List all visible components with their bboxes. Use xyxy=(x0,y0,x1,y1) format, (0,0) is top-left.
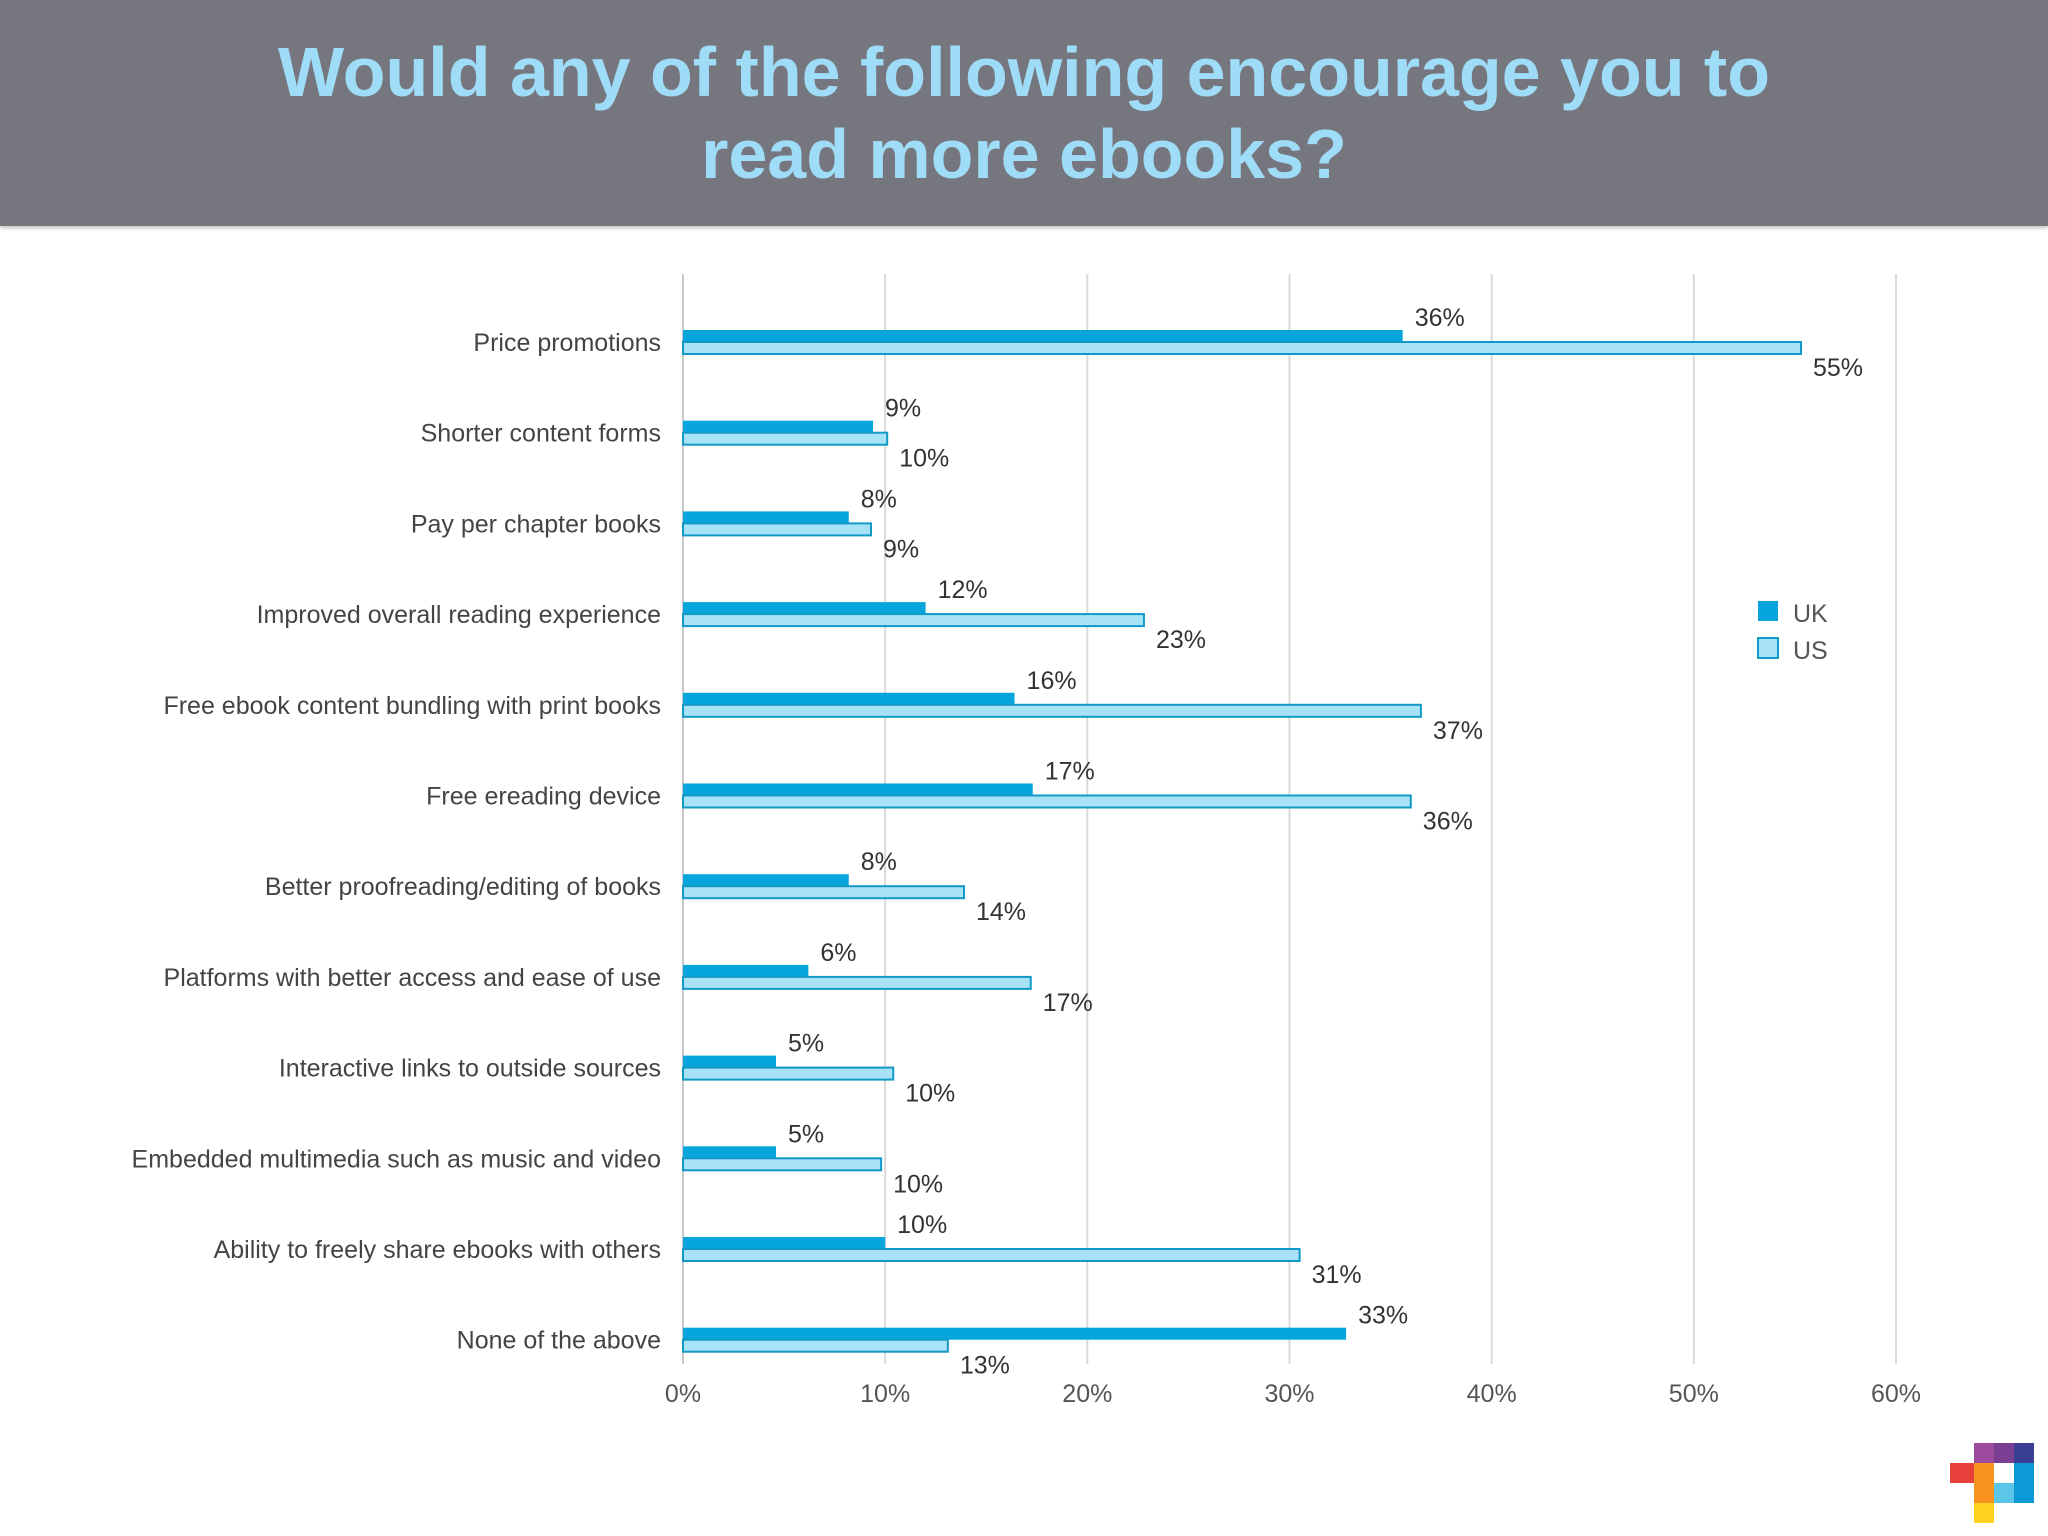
bar-us xyxy=(682,1338,949,1353)
bar-us xyxy=(682,885,966,900)
category-label: Free ebook content bundling with print b… xyxy=(163,692,661,720)
bar-us xyxy=(682,1157,883,1172)
data-label-us: 14% xyxy=(976,898,1026,926)
data-label-uk: 36% xyxy=(1415,304,1465,332)
data-label-us: 10% xyxy=(899,445,949,473)
bar-uk xyxy=(683,692,1015,705)
x-tick-label: 30% xyxy=(1264,1380,1314,1408)
bar-us xyxy=(682,794,1412,809)
data-label-uk: 5% xyxy=(788,1030,824,1058)
category-label: Platforms with better access and ease of… xyxy=(164,964,661,992)
category-label: Free ereading device xyxy=(426,783,661,811)
bar-us xyxy=(682,703,1422,718)
chart-title: Would any of the following encourage you… xyxy=(277,33,1770,193)
title-banner: Would any of the following encourage you… xyxy=(0,0,2048,226)
data-label-uk: 16% xyxy=(1027,667,1077,695)
bar-uk xyxy=(683,874,849,887)
data-label-us: 10% xyxy=(905,1080,955,1108)
data-label-uk: 9% xyxy=(885,395,921,423)
category-label: None of the above xyxy=(457,1327,661,1355)
data-label-us: 23% xyxy=(1156,626,1206,654)
x-tick-label: 40% xyxy=(1467,1380,1517,1408)
legend-swatch-us xyxy=(1757,637,1779,659)
bar-uk xyxy=(683,1146,776,1159)
data-label-us: 13% xyxy=(960,1352,1010,1380)
bar-uk xyxy=(683,783,1033,796)
x-tick-label: 20% xyxy=(1062,1380,1112,1408)
data-label-uk: 5% xyxy=(788,1120,824,1148)
data-label-uk: 10% xyxy=(897,1211,947,1239)
bar-uk xyxy=(683,1055,776,1068)
data-label-us: 31% xyxy=(1312,1261,1362,1289)
data-label-uk: 33% xyxy=(1358,1302,1408,1330)
data-label-uk: 12% xyxy=(938,576,988,604)
legend-swatch-uk xyxy=(1758,601,1778,621)
category-label: Embedded multimedia such as music and vi… xyxy=(132,1145,661,1173)
data-label-us: 36% xyxy=(1423,808,1473,836)
legend-label-uk: UK xyxy=(1793,600,1828,628)
category-label: Ability to freely share ebooks with othe… xyxy=(214,1236,661,1264)
data-label-us: 10% xyxy=(893,1170,943,1198)
category-label: Shorter content forms xyxy=(421,420,661,448)
bar-uk xyxy=(683,1237,886,1249)
bar-us xyxy=(682,522,873,537)
bar-us xyxy=(682,1248,1301,1262)
x-tick-label: 10% xyxy=(860,1380,910,1408)
category-label: Interactive links to outside sources xyxy=(279,1055,661,1083)
bar-us xyxy=(682,341,1802,355)
data-label-uk: 8% xyxy=(861,848,897,876)
bar-uk xyxy=(683,511,849,524)
bar-uk xyxy=(683,964,809,977)
data-label-us: 37% xyxy=(1433,717,1483,745)
logo-icon xyxy=(1950,1443,2034,1523)
data-label-uk: 6% xyxy=(820,939,856,967)
category-label: Price promotions xyxy=(473,329,661,357)
data-label-us: 9% xyxy=(883,535,919,563)
bar-us xyxy=(682,975,1032,990)
bar-uk xyxy=(683,1327,1347,1340)
bar-uk xyxy=(683,420,874,433)
x-tick-label: 0% xyxy=(665,1380,701,1408)
legend-label-us: US xyxy=(1793,637,1828,665)
bar-uk xyxy=(683,602,926,615)
category-label: Improved overall reading experience xyxy=(257,601,661,629)
bar-us xyxy=(682,1066,895,1081)
x-tick-label: 60% xyxy=(1871,1380,1921,1408)
category-label: Pay per chapter books xyxy=(411,510,661,538)
data-label-us: 17% xyxy=(1043,989,1093,1017)
bar-uk xyxy=(683,330,1403,342)
x-tick-label: 50% xyxy=(1669,1380,1719,1408)
bar-us xyxy=(682,431,889,446)
category-label: Better proofreading/editing of books xyxy=(265,873,661,901)
bar-us xyxy=(682,613,1145,628)
data-label-uk: 17% xyxy=(1045,758,1095,786)
data-label-uk: 8% xyxy=(861,485,897,513)
data-label-us: 55% xyxy=(1813,354,1863,382)
